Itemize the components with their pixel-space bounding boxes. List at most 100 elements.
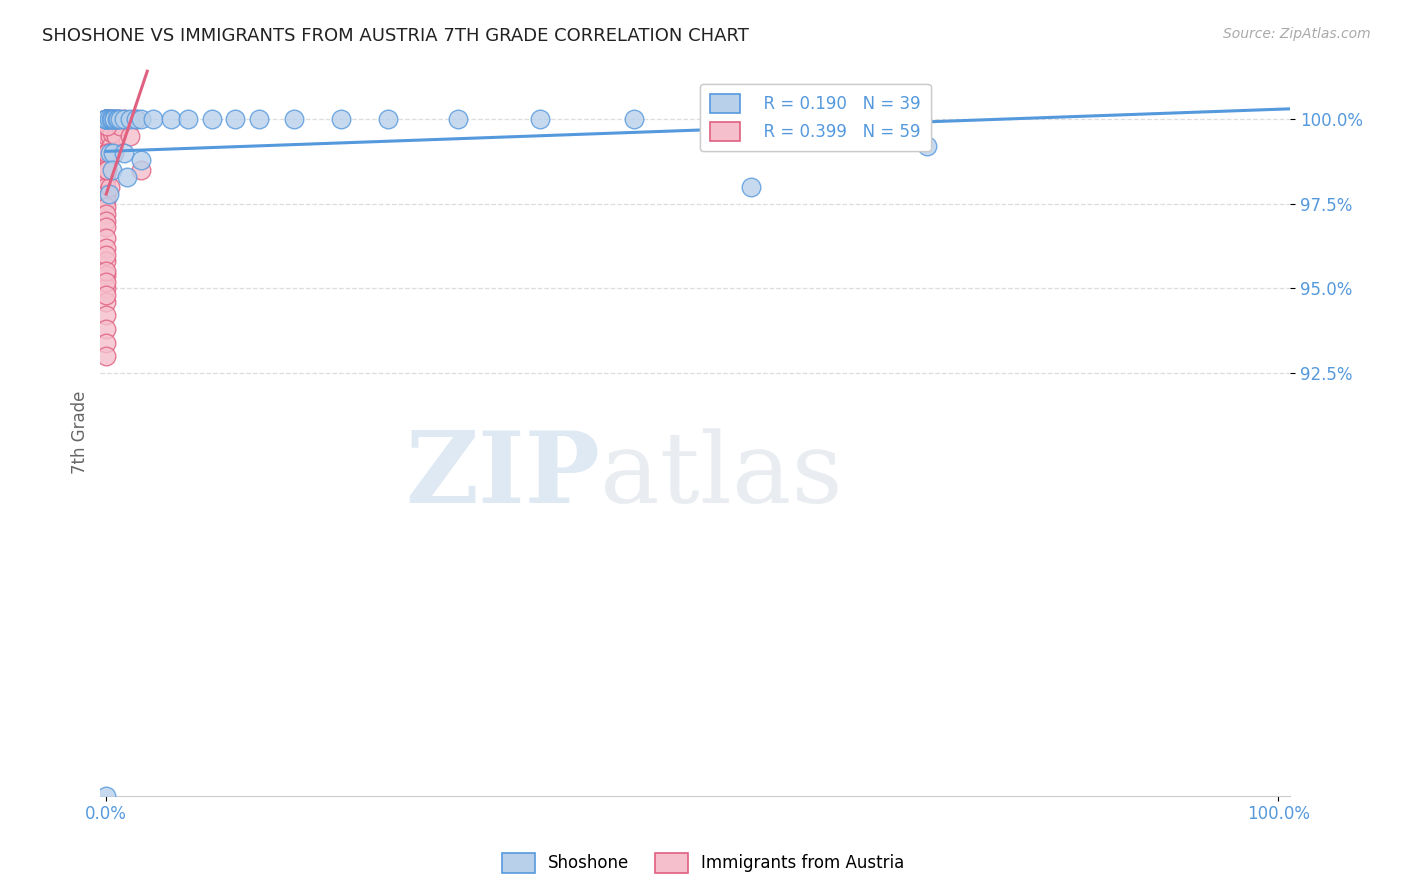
Point xyxy=(201,112,224,127)
Point xyxy=(100,112,122,127)
Text: Source: ZipAtlas.com: Source: ZipAtlas.com xyxy=(1223,27,1371,41)
Point xyxy=(96,160,118,174)
Point xyxy=(100,139,122,153)
Point xyxy=(96,288,118,302)
Point xyxy=(96,213,118,227)
Point xyxy=(103,112,125,127)
Point xyxy=(96,220,118,235)
Point xyxy=(96,335,118,350)
Point xyxy=(96,349,118,363)
Text: ZIP: ZIP xyxy=(405,427,600,524)
Text: SHOSHONE VS IMMIGRANTS FROM AUSTRIA 7TH GRADE CORRELATION CHART: SHOSHONE VS IMMIGRANTS FROM AUSTRIA 7TH … xyxy=(42,27,749,45)
Point xyxy=(110,119,132,133)
Point xyxy=(103,146,125,161)
Point xyxy=(96,163,118,178)
Point xyxy=(96,112,118,127)
Point xyxy=(96,112,118,127)
Point xyxy=(96,268,118,282)
Point xyxy=(112,112,135,127)
Point xyxy=(224,112,246,127)
Point xyxy=(101,126,124,140)
Point xyxy=(377,112,399,127)
Point xyxy=(104,129,127,144)
Point xyxy=(96,112,118,127)
Point xyxy=(96,146,118,161)
Legend:   R = 0.190   N = 39,   R = 0.399   N = 59: R = 0.190 N = 39, R = 0.399 N = 59 xyxy=(700,84,931,151)
Point xyxy=(96,112,118,127)
Point xyxy=(98,180,121,194)
Point xyxy=(96,153,118,167)
Point xyxy=(96,186,118,201)
Point xyxy=(96,126,118,140)
Point xyxy=(142,112,165,127)
Point xyxy=(97,119,120,133)
Point xyxy=(915,139,938,153)
Point xyxy=(107,112,129,127)
Point xyxy=(740,180,762,194)
Point xyxy=(447,112,470,127)
Point xyxy=(96,173,118,187)
Point xyxy=(96,200,118,214)
Point xyxy=(96,132,118,146)
Point xyxy=(97,146,120,161)
Point xyxy=(96,163,118,178)
Point xyxy=(103,112,125,127)
Point xyxy=(97,112,120,127)
Point xyxy=(131,163,153,178)
Point xyxy=(96,146,118,161)
Point xyxy=(98,146,121,161)
Point xyxy=(103,146,125,161)
Text: atlas: atlas xyxy=(600,428,842,524)
Point xyxy=(103,112,125,127)
Y-axis label: 7th Grade: 7th Grade xyxy=(72,391,89,474)
Point xyxy=(177,112,200,127)
Point xyxy=(118,112,141,127)
Point xyxy=(124,112,146,127)
Point xyxy=(96,119,118,133)
Point xyxy=(117,169,139,184)
Point xyxy=(131,112,153,127)
Point xyxy=(96,112,118,127)
Point xyxy=(159,112,181,127)
Point xyxy=(96,294,118,309)
Legend: Shoshone, Immigrants from Austria: Shoshone, Immigrants from Austria xyxy=(495,847,911,880)
Point xyxy=(96,112,118,127)
Point xyxy=(101,163,124,178)
Point xyxy=(96,166,118,180)
Point xyxy=(96,194,118,208)
Point xyxy=(96,180,118,194)
Point xyxy=(96,207,118,221)
Point xyxy=(96,241,118,255)
Point xyxy=(96,230,118,244)
Point xyxy=(96,275,118,289)
Point xyxy=(96,112,118,127)
Point xyxy=(110,112,132,127)
Point xyxy=(96,129,118,144)
Point xyxy=(96,112,118,127)
Point xyxy=(329,112,352,127)
Point xyxy=(96,112,118,127)
Point xyxy=(529,112,551,127)
Point xyxy=(96,139,118,153)
Point xyxy=(96,264,118,278)
Point xyxy=(97,186,120,201)
Point xyxy=(96,309,118,323)
Point xyxy=(96,322,118,336)
Point xyxy=(107,112,129,127)
Point xyxy=(96,112,118,127)
Point xyxy=(623,112,645,127)
Point xyxy=(112,146,135,161)
Point xyxy=(96,119,118,133)
Point xyxy=(96,247,118,261)
Point xyxy=(124,112,146,127)
Point xyxy=(118,129,141,144)
Point xyxy=(98,153,121,167)
Point xyxy=(96,789,118,803)
Point xyxy=(112,112,135,127)
Point xyxy=(96,281,118,295)
Point xyxy=(101,112,124,127)
Point xyxy=(131,153,153,167)
Point xyxy=(283,112,305,127)
Point xyxy=(98,112,121,127)
Point xyxy=(105,112,128,127)
